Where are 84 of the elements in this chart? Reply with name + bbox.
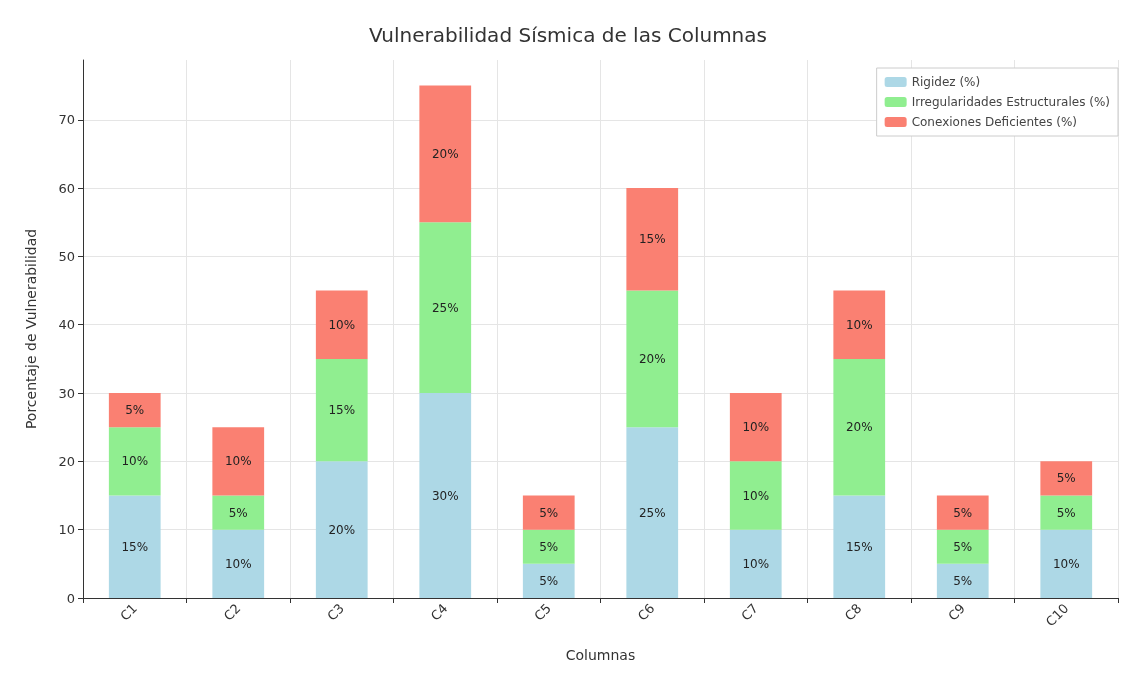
data-label: 5% (228, 505, 248, 520)
data-label: 10% (328, 317, 356, 332)
data-label: 5% (953, 539, 973, 554)
bar (108, 427, 161, 496)
bar (626, 188, 679, 291)
x-tick-label: C8 (841, 600, 865, 624)
x-tick-label: C6 (634, 600, 658, 624)
x-tick-label: C1 (117, 600, 141, 624)
x-tick-label: C2 (220, 600, 244, 624)
legend-label: Rigidez (%) (911, 75, 981, 89)
data-label: 10% (224, 454, 252, 469)
x-tick-label: C5 (531, 600, 555, 624)
y-tick-label: 70 (58, 112, 75, 128)
data-label: 20% (328, 522, 356, 537)
data-label: 5% (953, 505, 973, 520)
bar (833, 358, 886, 496)
bar (626, 290, 679, 428)
data-label: 20% (638, 351, 666, 366)
data-label: 5% (539, 573, 559, 588)
bar (522, 563, 575, 598)
y-axis-title: Porcentaje de Vulnerabilidad (23, 228, 39, 430)
bar (522, 529, 575, 564)
legend-label: Irregularidades Estructurales (%) (911, 95, 1111, 109)
y-tick-label: 60 (58, 180, 75, 196)
data-label: 5% (953, 573, 973, 588)
bar (212, 529, 265, 598)
y-tick-label: 10 (58, 522, 75, 538)
chart-title: Vulnerabilidad Sísmica de las Columnas (369, 23, 767, 47)
data-label: 10% (1052, 556, 1080, 571)
bar (212, 427, 265, 496)
y-tick-label: 50 (58, 248, 75, 264)
x-tick-label: C10 (1042, 600, 1072, 630)
bar (1040, 529, 1093, 598)
data-label: 25% (431, 300, 459, 315)
data-label: 10% (742, 556, 770, 571)
data-label: 20% (431, 146, 459, 161)
bar (419, 222, 472, 394)
bar (419, 393, 472, 598)
x-tick-label: C9 (945, 600, 969, 624)
data-label: 25% (638, 505, 666, 520)
y-tick-label: 40 (58, 317, 75, 333)
data-label: 10% (742, 420, 770, 435)
bar (315, 290, 368, 359)
data-label: 15% (638, 232, 666, 247)
x-axis-title: Columnas (565, 647, 636, 663)
data-label: 5% (1056, 505, 1076, 520)
bar (108, 393, 161, 428)
bar (729, 461, 782, 530)
data-label: 15% (845, 539, 873, 554)
bar (626, 427, 679, 598)
bar (1040, 495, 1093, 530)
bar (522, 495, 575, 530)
data-label: 5% (1056, 471, 1076, 486)
bar (315, 358, 368, 462)
x-tick-label: C7 (738, 600, 762, 624)
data-label: 5% (539, 539, 559, 554)
bar (833, 495, 886, 598)
y-tick-label: 30 (58, 385, 75, 401)
data-label: 30% (431, 488, 459, 503)
bar (729, 393, 782, 462)
x-tick-label: C4 (427, 600, 451, 624)
data-label: 15% (121, 539, 149, 554)
data-label: 10% (845, 317, 873, 332)
bar (419, 85, 472, 223)
bar (108, 495, 161, 598)
data-label: 5% (539, 505, 559, 520)
bar (212, 495, 265, 530)
bar (936, 563, 989, 598)
bar (315, 461, 368, 598)
data-label: 10% (742, 488, 770, 503)
data-label: 10% (224, 556, 252, 571)
data-label: 5% (125, 403, 145, 418)
data-label: 10% (121, 454, 149, 469)
bar (936, 495, 989, 530)
bar (729, 529, 782, 598)
y-tick-label: 20 (58, 453, 75, 469)
bar (833, 290, 886, 359)
data-label: 20% (845, 420, 873, 435)
data-label: 15% (328, 403, 356, 418)
legend-label: Conexiones Deficientes (%) (911, 115, 1078, 129)
bar (936, 529, 989, 564)
x-tick-label: C3 (324, 600, 348, 624)
y-tick-label: 0 (66, 590, 75, 606)
bar (1040, 461, 1093, 496)
